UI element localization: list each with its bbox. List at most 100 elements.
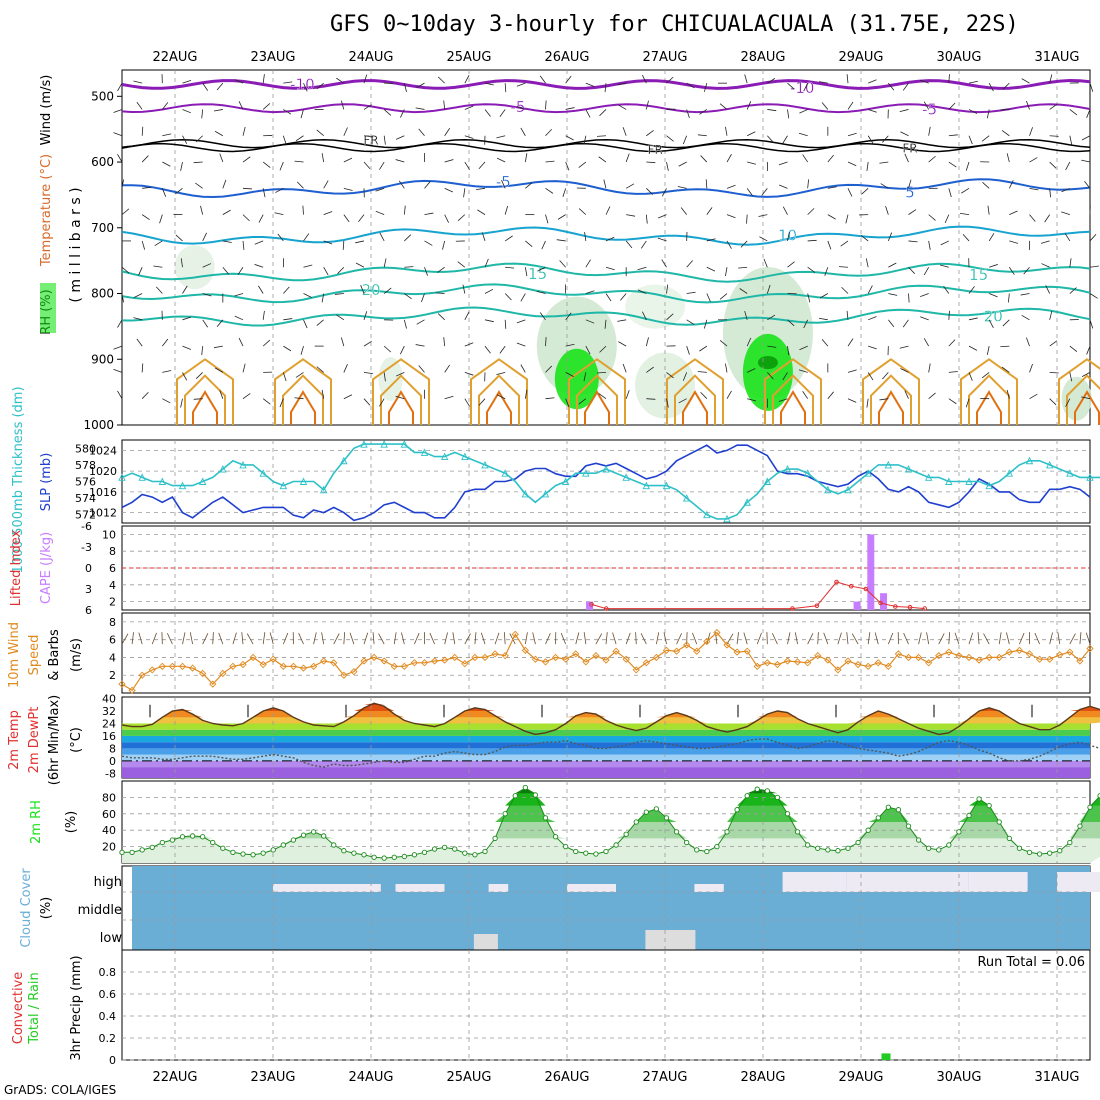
rh2m-point [139, 847, 145, 853]
wind-barb [141, 155, 149, 163]
wind10-barb [560, 632, 567, 645]
wind-barb [444, 159, 454, 163]
wind-barb [464, 372, 474, 376]
slp-thickness-panel-frame [121, 439, 1091, 524]
pressure-unit-label: ( m i l l i b a r s ) [68, 187, 84, 302]
wind-barb [484, 109, 491, 117]
wind-barb [661, 259, 667, 268]
cloud-high-block [488, 884, 509, 892]
wind-barb [300, 346, 304, 355]
wind-barb [1006, 153, 1010, 163]
rh2m-point [522, 784, 528, 791]
contour-label: FR [363, 134, 378, 148]
rh-shading [742, 333, 793, 411]
contour-label: -5 [922, 100, 937, 118]
wind-barb [1029, 127, 1033, 136]
wind10-point [309, 662, 318, 670]
wind-barb [303, 82, 308, 92]
wind-barb [213, 345, 223, 349]
wind-barb [1081, 372, 1091, 377]
wind-barb [847, 398, 857, 403]
wind-barb [1026, 337, 1030, 347]
warm-contour [666, 358, 724, 425]
wind10-barb [595, 633, 603, 645]
wind-barb [920, 79, 929, 84]
rh2m-point [694, 847, 700, 853]
thickness-point [420, 448, 429, 456]
wind-barb [923, 338, 930, 347]
warm-contour [290, 390, 316, 425]
thickness-tick-label: 574 [75, 492, 96, 505]
cape-bar [880, 593, 888, 610]
wind-barb [342, 240, 345, 250]
wind10-point [1086, 644, 1094, 653]
rh2m-point [1087, 804, 1093, 810]
wind10-barb [494, 632, 500, 645]
temp2m-label-1: 2m Temp [7, 710, 22, 770]
wind-barb [464, 161, 470, 170]
thickness-line [121, 443, 1100, 520]
wind-barb [262, 339, 271, 347]
wind-barb [583, 135, 587, 145]
wind-barb [294, 397, 304, 400]
y-tick-label: 500 [91, 89, 114, 103]
wind-barb [868, 109, 877, 113]
wind10-tick-label: 8 [109, 616, 116, 629]
wind10-barb [363, 632, 369, 645]
wind-barb [726, 154, 732, 163]
wind-barb [1029, 363, 1033, 373]
wind-barb [1084, 180, 1091, 189]
wind-barb [1044, 214, 1050, 223]
wind-barb [705, 179, 708, 189]
thickness-point [682, 494, 691, 502]
wind10-point [854, 660, 862, 669]
wind-barb [262, 103, 271, 110]
wind-barb [703, 319, 708, 329]
wind10-point [955, 652, 963, 660]
wind-barb [928, 240, 931, 250]
precip-label-2: Total / Rain [27, 972, 42, 1045]
temp-band [122, 754, 1090, 761]
wind10-label-1: 10m Wind [7, 622, 22, 688]
wind-barb [424, 212, 434, 216]
wind-barb [283, 345, 292, 352]
wind10-barb [640, 633, 647, 645]
wind-barb [520, 127, 526, 136]
wind-barb [363, 161, 371, 169]
wind-barb [363, 74, 368, 84]
wind-barb [807, 239, 817, 242]
wind-barb [444, 214, 449, 223]
wind10-point [1076, 657, 1084, 665]
wind-barb [545, 337, 547, 347]
wind-barb [700, 155, 708, 163]
wind-barb [545, 128, 553, 137]
wind10-point [461, 660, 469, 668]
wind10-barb [480, 632, 486, 645]
wind-barb [726, 240, 732, 249]
cape-bar [586, 601, 594, 610]
wind10-barb [676, 633, 683, 645]
cloud-label-1: Cloud Cover [19, 868, 34, 948]
wind-barb [274, 212, 284, 216]
wind10-point [965, 653, 973, 662]
wind-barb [282, 372, 287, 382]
wind-barb [195, 182, 203, 189]
wind-barb [556, 239, 566, 242]
rh-legend-swatch [40, 283, 56, 333]
wind-barb [803, 319, 809, 329]
wind-barb [444, 128, 451, 136]
contour-label: 20 [361, 281, 380, 299]
wind-barb [258, 214, 264, 223]
wind-barb [646, 161, 656, 164]
rh2m-point [391, 854, 397, 860]
wind-barb [1069, 372, 1073, 382]
wind-barb [807, 293, 811, 303]
wind10-tick-label: 2 [109, 669, 116, 682]
wind-barb [585, 319, 595, 324]
rh2m-point [835, 848, 841, 854]
x-tick-label-bottom: 26AUG [544, 1070, 589, 1085]
wind-barb [725, 267, 728, 277]
wind10-barb [509, 633, 516, 645]
wind-barb [928, 155, 936, 163]
